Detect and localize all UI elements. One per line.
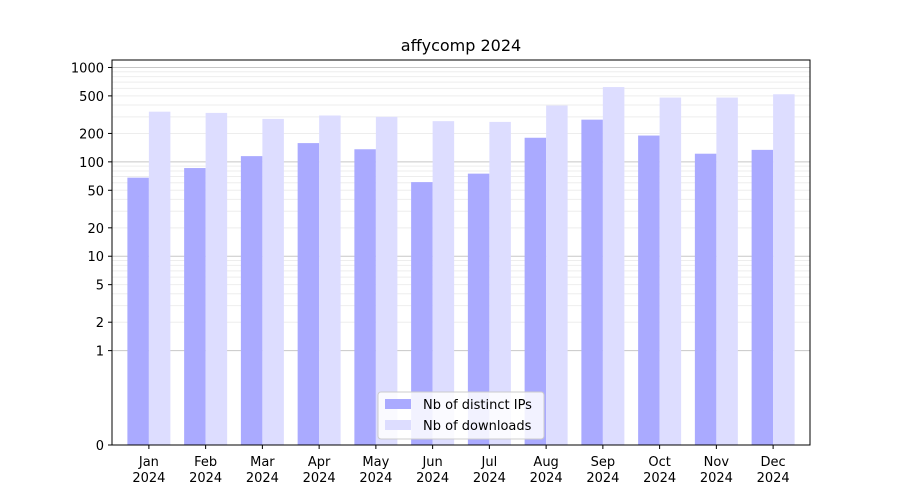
bar-downloads [602, 87, 625, 445]
x-tick-label: Nov 2024 [700, 455, 733, 486]
bar-distinct-ips [581, 119, 603, 445]
legend: Nb of distinct IPs Nb of downloads [377, 391, 545, 440]
x-tick-label: Dec 2024 [757, 455, 790, 486]
y-tick-label: 200 [79, 127, 104, 142]
y-axis: 0 1 2 5 10 20 50 100 200 500 1000 [71, 61, 112, 454]
bar-downloads [546, 105, 568, 445]
bar-downloads [262, 118, 284, 446]
legend-label: Nb of downloads [423, 419, 532, 434]
x-tick-label: Mar 2024 [246, 455, 279, 486]
bar-distinct-ips [694, 153, 717, 445]
x-tick-label: Aug 2024 [530, 455, 563, 486]
y-tick-label: 20 [87, 222, 104, 237]
chart-title: affycomp 2024 [401, 36, 521, 55]
y-tick-label: 1000 [71, 61, 104, 76]
x-tick-label: Jan 2024 [132, 455, 165, 486]
plot-frame [111, 59, 811, 446]
y-tick-label: 100 [79, 156, 104, 171]
bar-distinct-ips [638, 135, 660, 445]
bar-distinct-ips [751, 149, 774, 445]
bar-downloads [489, 121, 511, 445]
bar-downloads [659, 97, 682, 445]
legend-swatch [385, 399, 411, 409]
bar-downloads [375, 116, 398, 446]
x-tick-label: May 2024 [359, 455, 392, 486]
bar-distinct-ips [411, 182, 433, 445]
y-tick-label: 50 [87, 184, 104, 199]
bar-downloads [319, 115, 341, 445]
y-tick-label: 500 [79, 90, 104, 105]
legend-swatch [385, 420, 411, 430]
x-tick-label: Feb 2024 [189, 455, 222, 486]
bar-distinct-ips [467, 173, 490, 446]
legend-label: Nb of distinct IPs [423, 398, 532, 413]
x-tick-label: Apr 2024 [303, 455, 336, 486]
bar-downloads [773, 94, 795, 445]
bar-distinct-ips [297, 143, 320, 445]
x-tick-label: Jul 2024 [473, 455, 506, 486]
x-tick-label: Oct 2024 [643, 455, 676, 486]
y-tick-label: 0 [96, 439, 104, 454]
bar-distinct-ips [240, 156, 263, 446]
x-tick-label: Sep 2024 [586, 455, 619, 486]
bar-distinct-ips [354, 149, 376, 445]
bar-distinct-ips [524, 137, 547, 445]
grid [112, 66, 810, 352]
bar-downloads [716, 97, 738, 445]
y-tick-label: 1 [96, 345, 104, 360]
y-tick-label: 5 [96, 279, 104, 294]
x-axis: Jan 2024 Feb 2024 Mar 2024 Apr 2024 May 2024 Jun 20… [132, 445, 790, 486]
x-tick-label: Jun 2024 [416, 455, 449, 486]
bar-downloads [432, 121, 455, 446]
bar-downloads [205, 112, 228, 446]
legend-box [377, 391, 545, 440]
y-tick-label: 10 [87, 250, 104, 265]
bar-distinct-ips [184, 168, 206, 445]
bar-distinct-ips [127, 177, 149, 446]
bar-downloads [148, 111, 171, 446]
bars [127, 87, 795, 446]
y-tick-label: 2 [96, 316, 104, 331]
